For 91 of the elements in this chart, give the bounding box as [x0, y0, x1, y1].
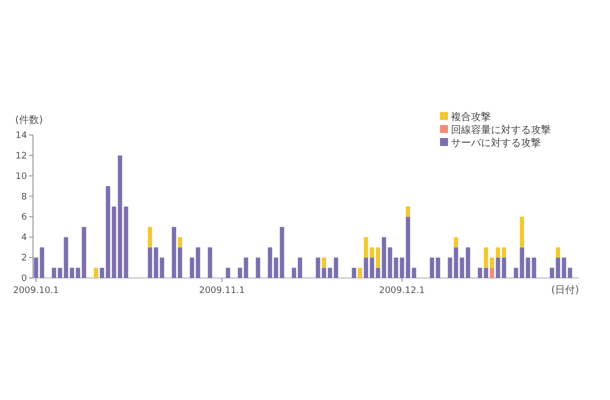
bar — [40, 247, 44, 278]
bar — [316, 258, 320, 278]
bar — [430, 258, 434, 278]
bar — [376, 247, 380, 268]
bar — [496, 247, 500, 258]
bar — [154, 247, 158, 278]
bar — [100, 268, 104, 278]
bar — [328, 268, 332, 278]
bar — [148, 226, 152, 248]
bar — [568, 268, 572, 278]
legend-label: 複合攻撃 — [451, 111, 491, 123]
bar — [358, 268, 362, 278]
bar — [112, 206, 116, 278]
bar — [526, 258, 530, 278]
bar — [550, 268, 554, 278]
bar — [454, 237, 458, 248]
bar — [400, 258, 404, 278]
bar — [556, 258, 560, 278]
bar — [226, 268, 230, 278]
bar — [556, 247, 560, 258]
bar — [238, 268, 242, 278]
bar — [334, 258, 338, 278]
bar — [190, 258, 194, 278]
bar — [376, 268, 380, 278]
bar — [208, 247, 212, 278]
bar — [406, 206, 410, 217]
bar — [454, 247, 458, 278]
x-axis-title: (日付) — [551, 285, 580, 296]
bar — [70, 268, 74, 278]
bar — [562, 258, 566, 278]
bar — [124, 206, 128, 278]
y-tick-label: 8 — [21, 192, 28, 202]
bar — [406, 216, 410, 278]
bar — [388, 247, 392, 278]
bar — [244, 258, 248, 278]
x-tick-label: 2009.10.1 — [13, 286, 59, 296]
bar — [148, 247, 152, 278]
bar — [532, 258, 536, 278]
x-tick-label: 2009.12.1 — [379, 286, 425, 296]
bar — [370, 247, 374, 258]
bar — [178, 237, 182, 248]
y-tick-label: 0 — [21, 274, 28, 284]
bar — [514, 268, 518, 278]
bar — [298, 258, 302, 278]
bar — [118, 155, 122, 278]
bar — [274, 258, 278, 278]
bar — [256, 258, 260, 278]
bar — [484, 247, 488, 268]
y-axis-title: (件数) — [15, 115, 43, 126]
bar — [172, 226, 176, 278]
bar — [364, 237, 368, 258]
x-tick-label: 2009.11.1 — [199, 286, 245, 296]
bar — [268, 247, 272, 278]
y-tick-label: 4 — [21, 233, 28, 244]
bar — [58, 268, 62, 278]
bar — [160, 258, 164, 278]
bar — [106, 186, 110, 278]
bar — [364, 258, 368, 278]
bar — [436, 258, 440, 278]
bar — [34, 258, 38, 278]
bar — [466, 247, 470, 278]
legend-label: 回線容量に対する攻撃 — [451, 124, 551, 136]
bar — [412, 268, 416, 278]
bar — [502, 247, 506, 258]
bar — [178, 247, 182, 278]
bar — [94, 268, 98, 278]
bar — [478, 268, 482, 278]
bar — [502, 258, 506, 278]
bar — [520, 216, 524, 248]
bar — [520, 247, 524, 278]
bar — [370, 258, 374, 278]
bar — [196, 247, 200, 278]
bar — [280, 226, 284, 278]
bar — [52, 268, 56, 278]
y-tick-label: 10 — [16, 172, 28, 182]
bar — [382, 237, 386, 278]
legend-label: サーバに対する攻撃 — [451, 137, 541, 149]
bar — [322, 268, 326, 278]
bar — [292, 268, 296, 278]
bar — [82, 226, 86, 278]
bar — [76, 268, 80, 278]
bar — [64, 237, 68, 278]
bar — [394, 258, 398, 278]
bar — [448, 258, 452, 278]
y-tick-label: 2 — [21, 254, 27, 264]
bar — [352, 268, 356, 278]
y-tick-label: 14 — [16, 131, 28, 141]
y-tick-label: 12 — [16, 151, 27, 162]
bar — [460, 258, 464, 278]
y-tick-label: 6 — [21, 212, 28, 223]
bar — [322, 258, 326, 268]
